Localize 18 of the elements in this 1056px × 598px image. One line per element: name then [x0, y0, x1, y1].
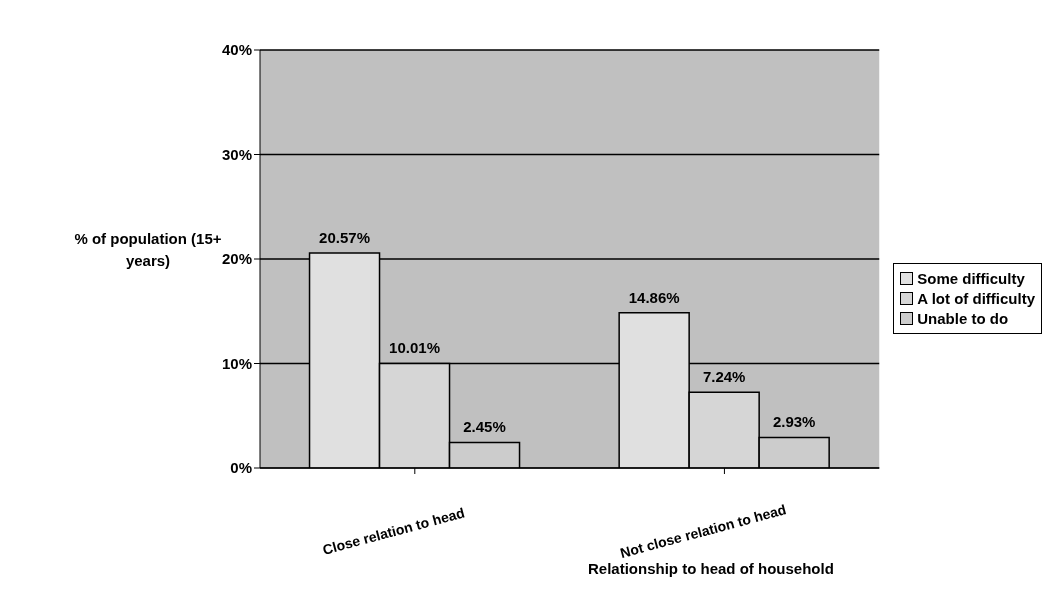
data-label: 20.57%	[319, 229, 370, 247]
y-tick-label: 10%	[221, 354, 252, 372]
data-label: 10.01%	[389, 339, 440, 357]
x-tick-label: Not close relation to head	[618, 501, 788, 562]
legend-label: A lot of difficulty	[917, 289, 1035, 307]
y-axis-title: % of population (15+ years)	[74, 230, 222, 269]
y-tick-label: 0%	[230, 459, 252, 477]
x-axis-title: Relationship to head of household	[588, 560, 834, 577]
y-tick-label: 40%	[221, 41, 252, 59]
data-label: 2.93%	[772, 413, 816, 431]
legend-label: Unable to do	[917, 309, 1009, 327]
y-tick-label: 20%	[221, 250, 252, 268]
x-tick-label: Close relation to head	[320, 504, 467, 558]
y-tick-label: 30%	[221, 145, 252, 163]
data-label: 7.24%	[702, 368, 746, 386]
legend-label: Some difficulty	[917, 269, 1025, 287]
data-label: 14.86%	[628, 288, 680, 306]
data-label: 2.45%	[463, 418, 506, 436]
